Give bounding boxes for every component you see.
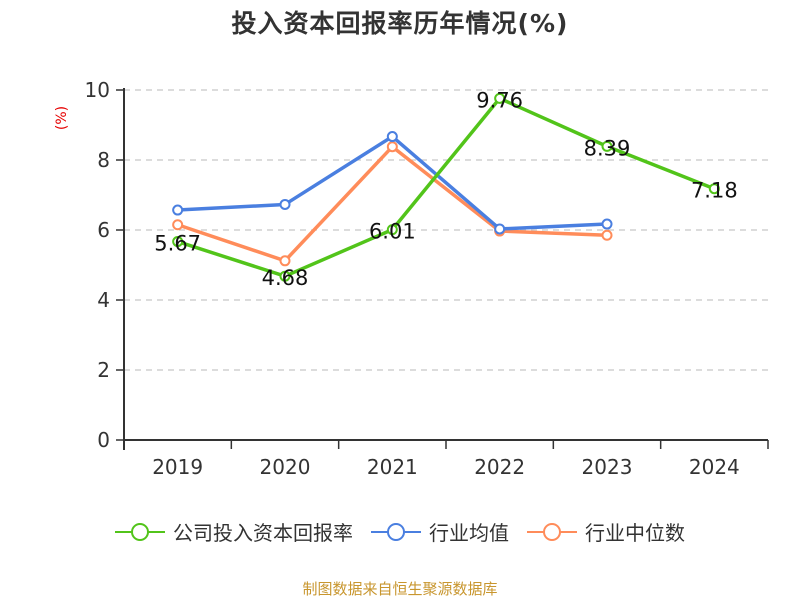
x-tick-label: 2020 (260, 455, 311, 479)
grid-lines (124, 89, 768, 371)
data-point[interactable] (494, 92, 506, 104)
data-source-note: 制图数据来自恒生聚源数据库 (302, 580, 498, 598)
y-tick-label: 2 (97, 358, 110, 382)
data-label: 7.18 (691, 179, 738, 203)
legend-label: 行业均值 (429, 521, 509, 545)
series-line (177, 96, 715, 278)
data-point[interactable] (386, 131, 398, 143)
series-line (177, 144, 608, 263)
legend-label: 公司投入资本回报率 (173, 521, 353, 545)
data-point[interactable] (279, 198, 291, 210)
y-tick-label: 4 (97, 288, 110, 312)
data-point[interactable] (601, 218, 613, 230)
series-lines (172, 92, 720, 282)
data-point[interactable] (601, 140, 613, 152)
data-labels: 5.67 4.68 6.01 9.76 8.39 7.18 (154, 88, 737, 290)
legend: 公司投入资本回报率 行业均值 行业中位数 (0, 517, 800, 546)
y-tick-label: 8 (97, 148, 110, 172)
x-tick-label: 2023 (582, 455, 633, 479)
y-tick-label: 0 (97, 428, 110, 452)
data-point[interactable] (172, 204, 184, 216)
x-tick-label: 2022 (474, 455, 525, 479)
y-tick-label: 10 (85, 78, 110, 102)
data-label: 8.39 (584, 136, 631, 160)
data-point[interactable] (172, 236, 184, 248)
axes: 0 2 4 6 8 10 2019 2020 2021 2022 2023 2024 (85, 78, 769, 479)
legend-item-industry-median[interactable]: 行业中位数 (527, 517, 685, 546)
legend-line-circle-icon (527, 522, 577, 541)
legend-item-company[interactable]: 公司投入资本回报率 (115, 517, 353, 546)
data-point[interactable] (708, 183, 720, 195)
chart-title: 投入资本回报率历年情况(%) (231, 9, 569, 38)
data-point[interactable] (172, 219, 184, 231)
legend-line-circle-icon (371, 522, 421, 541)
data-label: 5.67 (154, 232, 201, 256)
data-point[interactable] (279, 255, 291, 267)
data-label: 6.01 (369, 220, 416, 244)
x-tick-label: 2021 (367, 455, 418, 479)
data-point[interactable] (279, 270, 291, 282)
data-point[interactable] (386, 224, 398, 236)
x-tick-label: 2019 (152, 455, 203, 479)
y-tick-label: 6 (97, 218, 110, 242)
legend-item-industry-avg[interactable]: 行业均值 (371, 517, 509, 546)
data-label: 4.68 (262, 266, 309, 290)
data-point[interactable] (494, 223, 506, 235)
data-point[interactable] (386, 141, 398, 153)
data-label: 9.76 (476, 88, 523, 112)
data-point[interactable] (601, 229, 613, 241)
legend-label: 行业中位数 (585, 521, 685, 545)
legend-line-circle-icon (115, 522, 165, 541)
x-tick-label: 2024 (689, 455, 740, 479)
